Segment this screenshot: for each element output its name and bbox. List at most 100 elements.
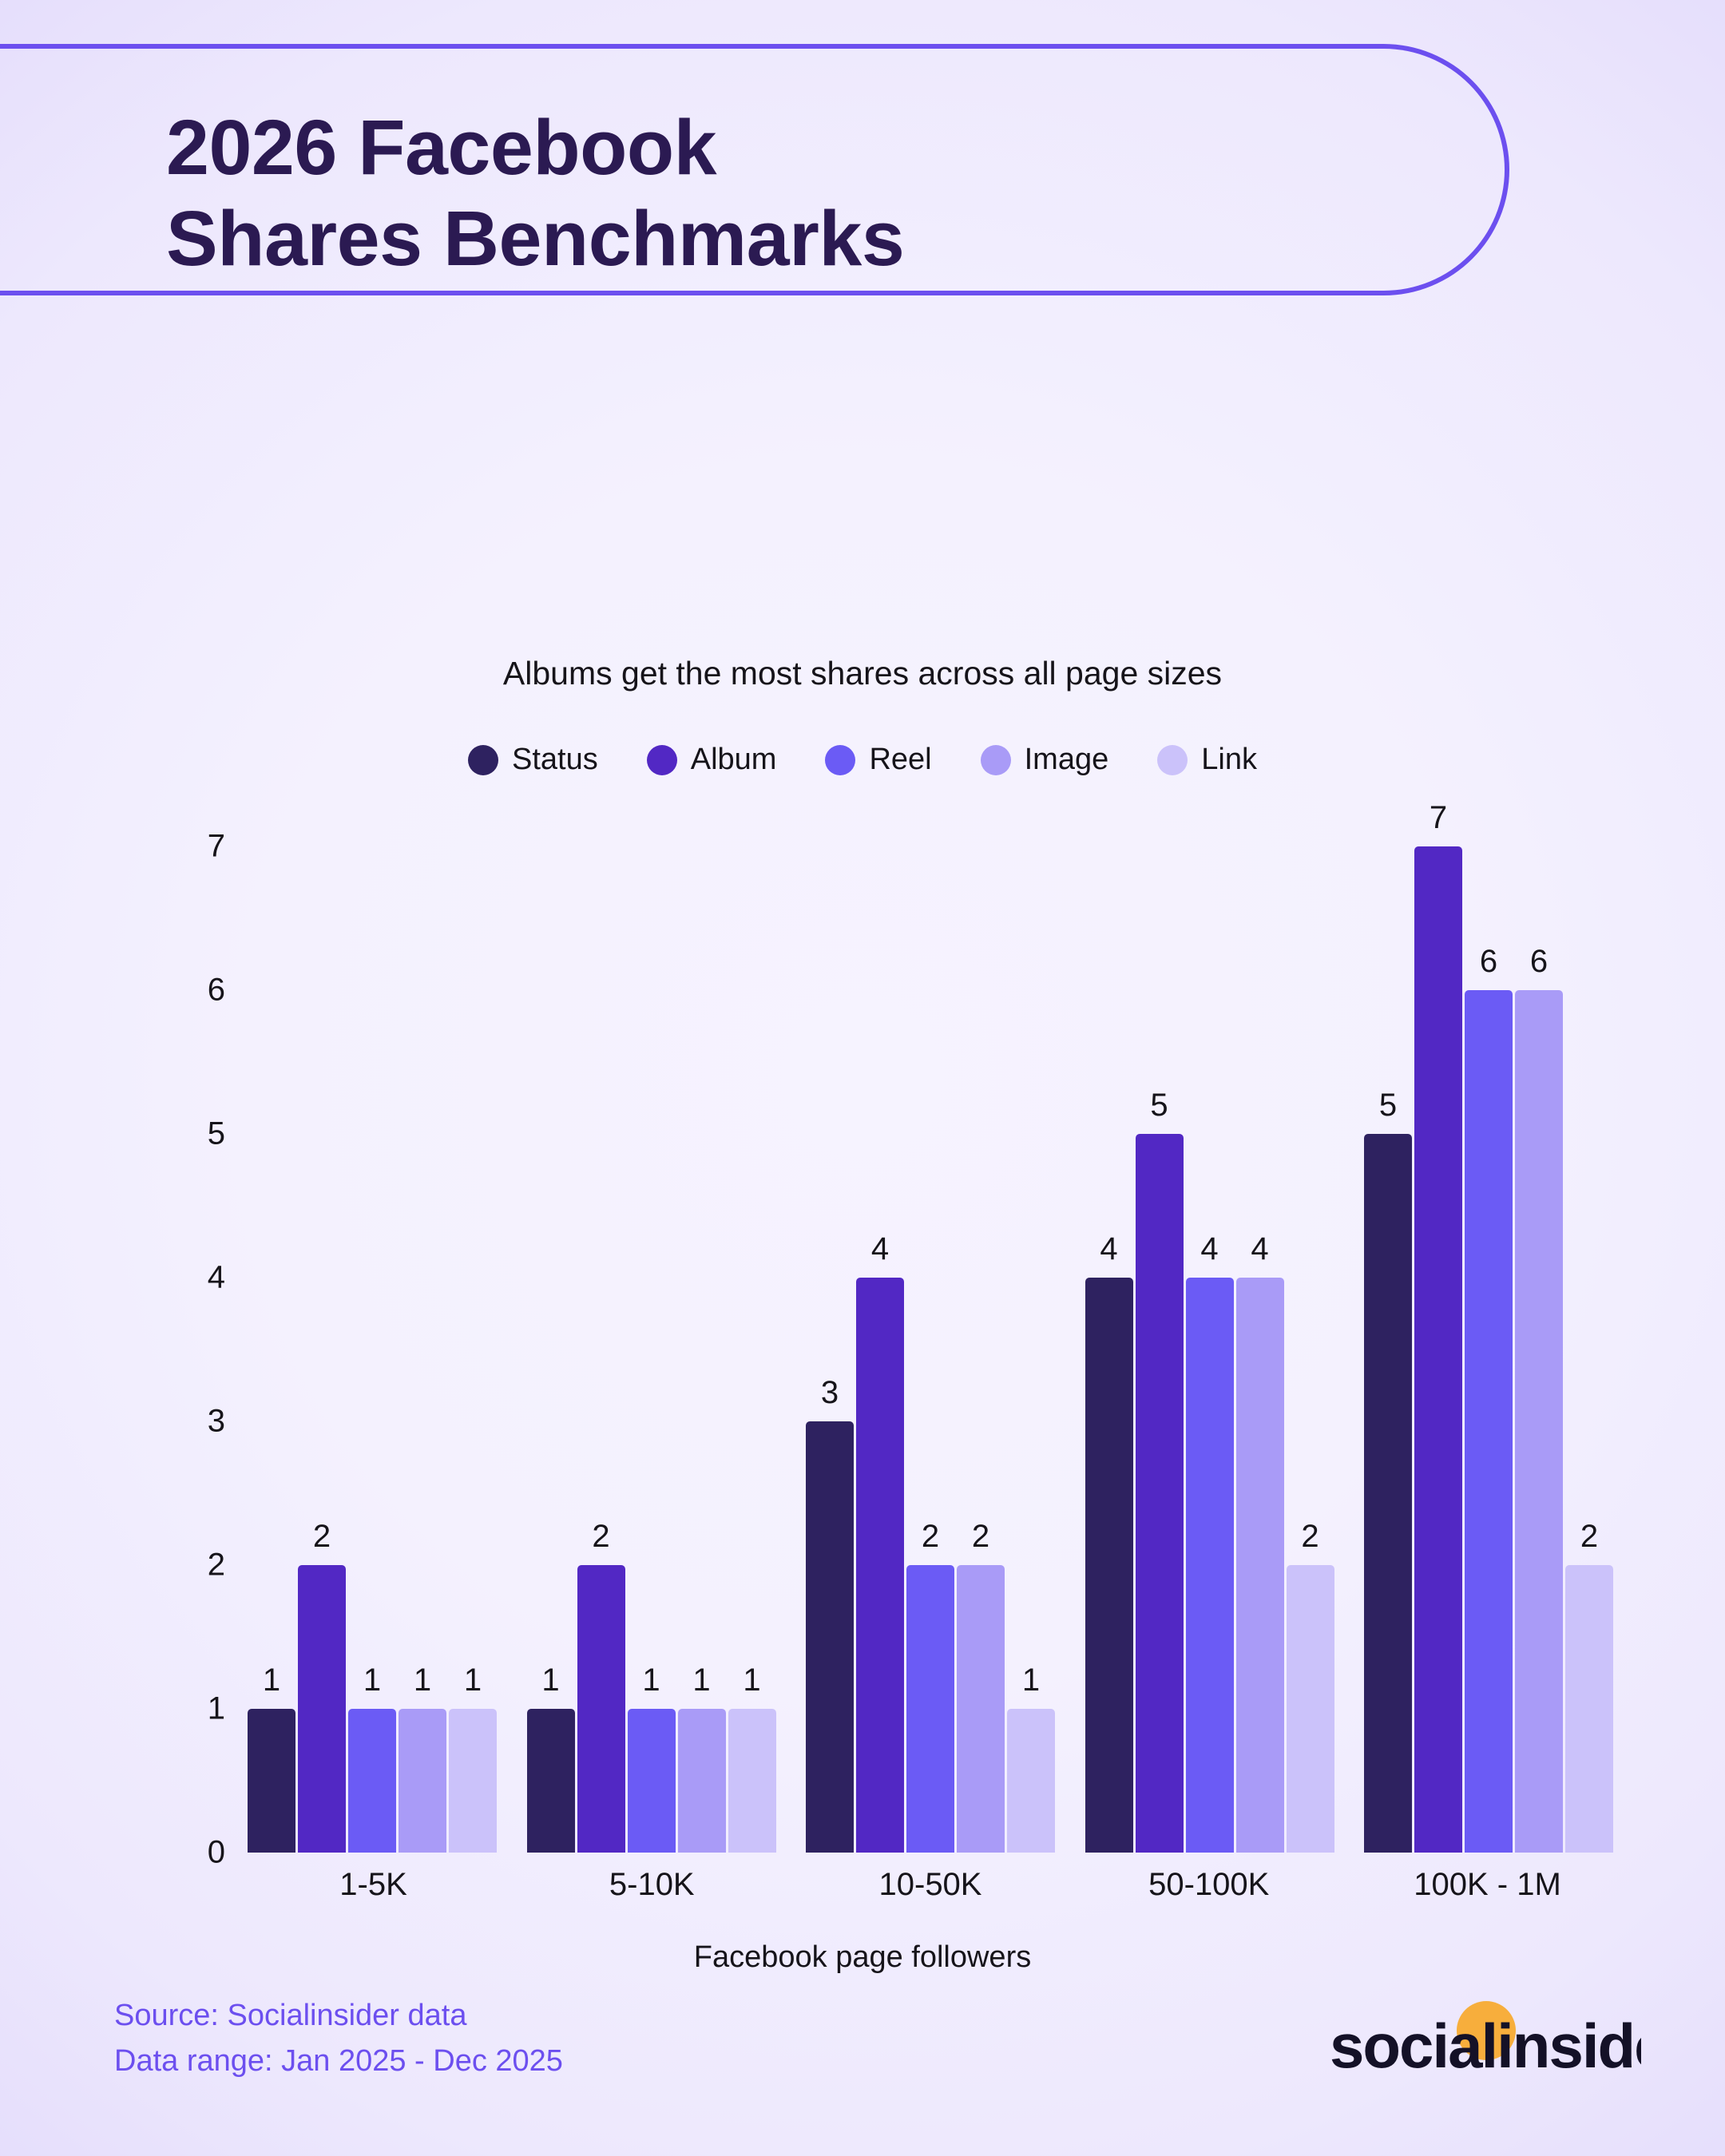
header-frame — [0, 44, 1509, 295]
legend-item-reel[interactable]: Reel — [825, 743, 932, 777]
legend-item-label: Album — [690, 743, 777, 776]
bar-image[interactable]: 6 — [1515, 846, 1563, 1853]
bar-rect: 1 — [248, 1663, 295, 1853]
bar-rect: 2 — [1286, 1519, 1334, 1853]
legend-item-label: Status — [512, 743, 598, 776]
bar-rect: 1 — [348, 1663, 396, 1853]
chart-legend: Status Album Reel Image Link — [0, 743, 1725, 777]
bar-reel[interactable]: 6 — [1465, 846, 1513, 1853]
bar-rect: 1 — [728, 1663, 776, 1853]
bar-status[interactable]: 5 — [1364, 846, 1412, 1853]
bar-album[interactable]: 2 — [298, 846, 346, 1853]
logo-svg: socialinsider — [1330, 2001, 1693, 2081]
y-axis-tick: 7 — [207, 828, 225, 864]
bar-rect: 1 — [399, 1663, 446, 1853]
bar-rect: 3 — [806, 1375, 854, 1853]
bar-value-label: 2 — [921, 1519, 940, 1554]
bar-reel[interactable]: 2 — [906, 846, 954, 1853]
bar-value-label: 6 — [1529, 944, 1549, 979]
bar-status[interactable]: 1 — [248, 846, 295, 1853]
socialinsider-logo: socialinsider — [1330, 1992, 1693, 2081]
bar-reel[interactable]: 4 — [1185, 846, 1234, 1853]
bar-image[interactable]: 4 — [1235, 846, 1284, 1853]
bar-rect: 7 — [1414, 800, 1462, 1853]
y-axis-tick: 0 — [207, 1834, 225, 1870]
legend-item-label: Reel — [869, 743, 932, 776]
y-axis-tick: 5 — [207, 1116, 225, 1151]
bar-link[interactable]: 1 — [1007, 846, 1055, 1853]
bar-album[interactable]: 5 — [1135, 846, 1184, 1853]
bar-rect: 1 — [526, 1663, 575, 1853]
bar-value-label: 4 — [1251, 1231, 1269, 1266]
bar-value-label: 2 — [1580, 1519, 1599, 1554]
legend-dot-icon — [825, 744, 856, 775]
bar-status[interactable]: 3 — [806, 846, 854, 1853]
bar-link[interactable]: 1 — [449, 846, 497, 1853]
legend-dot-icon — [980, 744, 1011, 775]
legend-dot-icon — [1157, 744, 1188, 775]
bar-value-label: 6 — [1479, 944, 1498, 979]
y-axis-tick: 1 — [207, 1690, 225, 1726]
bar-rect: 1 — [449, 1663, 497, 1853]
bar-album[interactable]: 2 — [577, 846, 625, 1853]
bar-rect: 2 — [957, 1519, 1005, 1853]
source-line-2: Data range: Jan 2025 - Dec 2025 — [114, 2044, 563, 2078]
bar-status[interactable]: 4 — [1085, 846, 1133, 1853]
bar-link[interactable]: 2 — [1565, 846, 1613, 1853]
legend-item-status[interactable]: Status — [468, 743, 598, 777]
bar-status[interactable]: 1 — [526, 846, 575, 1853]
bar-rect: 6 — [1515, 944, 1563, 1853]
bar-value-label: 1 — [692, 1663, 711, 1698]
legend-item-album[interactable]: Album — [646, 743, 777, 777]
y-axis-tick: 4 — [207, 1259, 225, 1295]
footer-source: Source: Socialinsider data Data range: J… — [114, 1993, 563, 2084]
logo-wordmark: socialinsider — [1330, 2011, 1641, 2080]
bar-value-label: 1 — [363, 1663, 382, 1698]
bar-rect: 6 — [1465, 944, 1513, 1853]
bar-value-label: 1 — [463, 1663, 482, 1698]
bar-value-label: 2 — [592, 1519, 610, 1554]
x-axis-title: Facebook page followers — [693, 1940, 1032, 1974]
bar-link[interactable]: 1 — [728, 846, 776, 1853]
bar-rect: 2 — [906, 1519, 954, 1853]
bar-image[interactable]: 2 — [957, 846, 1005, 1853]
bar-rect: 1 — [677, 1663, 726, 1853]
x-axis-label: 5-10K — [609, 1867, 695, 1902]
bar-album[interactable]: 4 — [856, 846, 904, 1853]
x-axis-label: 100K - 1M — [1414, 1867, 1561, 1902]
legend-dot-icon — [468, 744, 499, 775]
bar-value-label: 1 — [262, 1663, 281, 1698]
legend-item-label: Link — [1201, 743, 1257, 776]
legend-item-link[interactable]: Link — [1157, 743, 1257, 777]
bar-reel[interactable]: 1 — [627, 846, 676, 1853]
bar-rect: 4 — [1235, 1231, 1284, 1853]
bar-value-label: 1 — [1021, 1663, 1041, 1698]
bar-value-label: 1 — [743, 1663, 761, 1698]
bar-image[interactable]: 1 — [677, 846, 726, 1853]
logo-circle-icon — [1457, 2001, 1516, 2060]
bar-rect: 2 — [1565, 1519, 1613, 1853]
source-line-1: Source: Socialinsider data — [114, 1999, 467, 2032]
bar-value-label: 1 — [541, 1663, 560, 1698]
legend-item-image[interactable]: Image — [980, 743, 1108, 777]
bar-value-label: 3 — [820, 1375, 839, 1410]
x-axis-label: 50-100K — [1148, 1867, 1270, 1902]
y-axis-tick: 2 — [207, 1547, 225, 1583]
bar-rect: 4 — [1085, 1231, 1133, 1853]
chart-title: Albums get the most shares across all pa… — [502, 655, 1223, 692]
bar-value-label: 4 — [1200, 1231, 1219, 1266]
bar-value-label: 2 — [312, 1519, 331, 1554]
page-title: 2026 Facebook Shares Benchmarks — [166, 104, 905, 283]
x-axis-label: 10-50K — [878, 1867, 982, 1902]
bar-rect: 1 — [1007, 1663, 1055, 1853]
bar-link[interactable]: 2 — [1286, 846, 1334, 1853]
bar-album[interactable]: 7 — [1414, 800, 1462, 1853]
bar-image[interactable]: 1 — [399, 846, 446, 1853]
bar-value-label: 1 — [413, 1663, 432, 1698]
bar-reel[interactable]: 1 — [348, 846, 396, 1853]
